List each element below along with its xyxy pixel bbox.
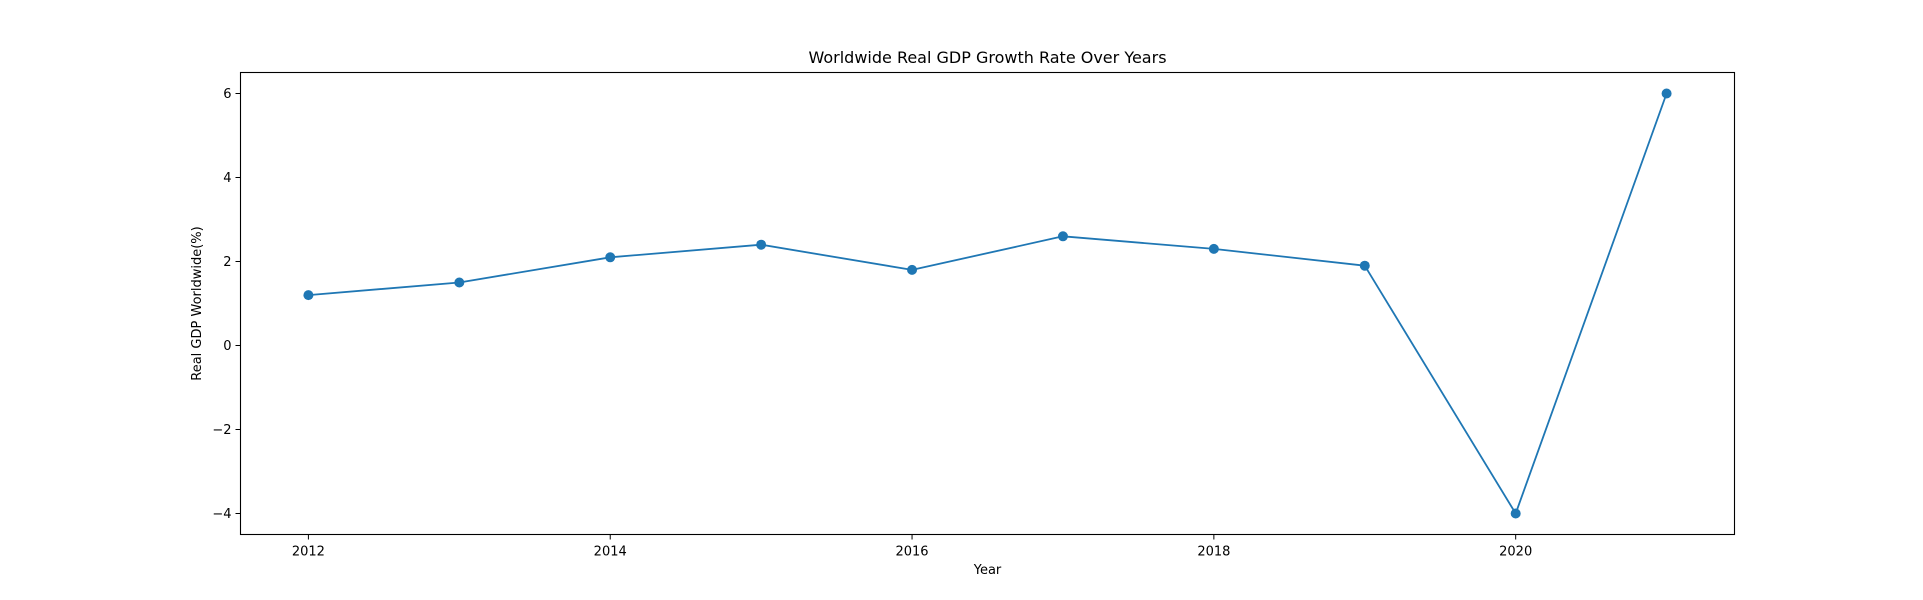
x-axis-label: Year [973, 563, 1002, 578]
data-point [303, 290, 314, 301]
data-point [756, 239, 767, 250]
x-tick-label: 2020 [1499, 545, 1532, 560]
data-point [1057, 231, 1068, 242]
data-point [1208, 243, 1219, 254]
y-tick-label: −2 [212, 423, 231, 438]
y-axis-ticks: −4 −2 0 2 4 6 [212, 87, 241, 522]
data-point [1661, 88, 1672, 99]
data-point [454, 277, 465, 288]
x-tick-label: 2012 [292, 545, 325, 560]
x-tick-label: 2018 [1197, 545, 1230, 560]
x-tick-label: 2016 [895, 545, 928, 560]
y-tick-label: 4 [223, 171, 231, 186]
y-tick-label: 2 [223, 255, 231, 270]
y-tick-label: 6 [223, 87, 231, 102]
x-axis-ticks: 2012 2014 2016 2018 2020 [292, 534, 1532, 560]
series-group [303, 88, 1672, 519]
y-axis-label: Real GDP Worldwide(%) [190, 226, 205, 380]
data-point [1510, 508, 1521, 519]
plot-area-frame [239, 71, 1736, 536]
data-point [907, 264, 918, 275]
data-point [605, 252, 616, 263]
y-tick-label: 0 [223, 339, 231, 354]
x-tick-label: 2014 [594, 545, 627, 560]
chart-title: Worldwide Real GDP Growth Rate Over Year… [808, 48, 1166, 67]
y-tick-label: −4 [212, 507, 231, 522]
series-line [308, 93, 1668, 515]
data-point [1359, 260, 1370, 271]
